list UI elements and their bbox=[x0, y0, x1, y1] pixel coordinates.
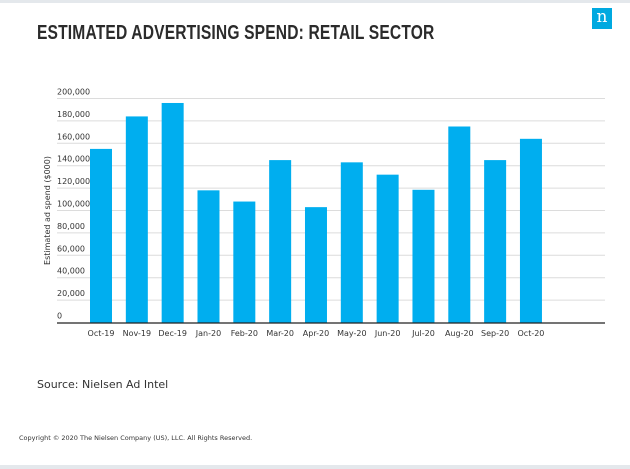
y-tick-label: 140,000 bbox=[57, 155, 90, 164]
copyright-note: Copyright © 2020 The Nielsen Company (US… bbox=[19, 434, 253, 442]
y-tick-label: 40,000 bbox=[57, 267, 85, 276]
bar-may-20 bbox=[340, 162, 363, 323]
bar-aug-20 bbox=[448, 126, 471, 323]
x-tick-label: Jul-20 bbox=[411, 329, 435, 338]
x-tick-label: Nov-19 bbox=[123, 329, 151, 338]
x-tick-label: Aug-20 bbox=[445, 329, 474, 338]
bar-feb-20 bbox=[233, 201, 256, 323]
y-tick-label: 200,000 bbox=[57, 88, 90, 97]
source-note: Source: Nielsen Ad Intel bbox=[37, 378, 169, 391]
y-axis-label: Estimated ad spend ($000) bbox=[43, 156, 52, 265]
bar-dec-19 bbox=[161, 102, 184, 323]
y-tick-label: 180,000 bbox=[57, 110, 90, 119]
top-band bbox=[0, 0, 630, 3]
bar-oct-20 bbox=[519, 138, 542, 323]
bar-nov-19 bbox=[125, 116, 148, 323]
y-tick-label: 20,000 bbox=[57, 289, 85, 298]
bar-jul-20 bbox=[412, 189, 435, 323]
bar-oct-19 bbox=[90, 148, 112, 323]
bar-jan-20 bbox=[197, 190, 220, 323]
bar-jun-20 bbox=[376, 174, 399, 323]
x-tick-label: Oct-20 bbox=[518, 329, 545, 338]
x-tick-label: Dec-19 bbox=[158, 329, 187, 338]
x-tick-label: Oct-19 bbox=[88, 329, 115, 338]
y-tick-label: 80,000 bbox=[57, 222, 85, 231]
y-tick-label: 60,000 bbox=[57, 244, 85, 253]
x-tick-label: Apr-20 bbox=[303, 329, 329, 338]
nielsen-logo: n bbox=[592, 8, 612, 29]
y-tick-label: 0 bbox=[57, 312, 62, 321]
y-tick-label: 120,000 bbox=[57, 177, 90, 186]
chart-title: ESTIMATED ADVERTISING SPEND: RETAIL SECT… bbox=[37, 22, 435, 44]
y-tick-label: 160,000 bbox=[57, 132, 90, 141]
x-tick-label: Sep-20 bbox=[481, 329, 509, 338]
bottom-band bbox=[0, 465, 630, 469]
bar-sep-20 bbox=[484, 160, 507, 323]
x-tick-label: Mar-20 bbox=[266, 329, 294, 338]
x-tick-label: May-20 bbox=[337, 329, 366, 338]
x-tick-label: Jun-20 bbox=[374, 329, 401, 338]
x-tick-label: Feb-20 bbox=[231, 329, 258, 338]
bar-apr-20 bbox=[304, 207, 327, 323]
y-tick-label: 100,000 bbox=[57, 200, 90, 209]
bar-mar-20 bbox=[269, 160, 292, 323]
bar-chart: 0 20,000 40,000 60,000 80,000 100,000 120,000 1… bbox=[43, 88, 605, 338]
x-tick-label: Jan-20 bbox=[195, 329, 221, 338]
